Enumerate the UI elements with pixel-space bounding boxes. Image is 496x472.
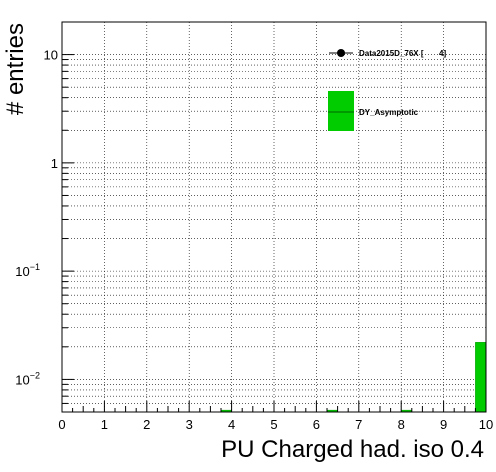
grid-lines <box>62 21 486 413</box>
y-tick-label: 1 <box>51 156 58 171</box>
x-tick-label: 4 <box>228 417 235 432</box>
y-axis-title: # entries <box>2 23 29 115</box>
x-tick-label: 7 <box>355 417 362 432</box>
x-tick-label: 0 <box>58 417 65 432</box>
legend-entry-data: Data2015D_76X [ 4] <box>329 49 446 58</box>
x-tick-labels: 0 1 2 3 4 5 6 7 8 9 10 <box>58 417 493 432</box>
x-tick-label: 3 <box>186 417 193 432</box>
x-tick-label: 5 <box>270 417 277 432</box>
x-tick-label: 8 <box>398 417 405 432</box>
x-tick-label: 9 <box>440 417 447 432</box>
y-tick-label: 10 <box>44 48 58 63</box>
legend-entry-dy: DY_Asymptotic <box>328 91 419 131</box>
y-tick-label: 10−2 <box>15 370 40 387</box>
x-tick-label: 10 <box>479 417 493 432</box>
legend-dy-label: DY_Asymptotic <box>359 108 419 117</box>
legend-data-marker <box>337 49 345 57</box>
x-axis-title: PU Charged had. iso 0.4 <box>221 436 484 463</box>
x-tick-label: 2 <box>143 417 150 432</box>
legend-data-label: Data2015D_76X [ 4] <box>359 49 446 58</box>
y-tick-labels: 10−2 10−1 1 10 <box>15 48 58 388</box>
x-tick-label: 6 <box>313 417 320 432</box>
legend-dy-swatch <box>328 91 354 131</box>
x-tick-label: 1 <box>101 417 108 432</box>
y-tick-label: 10−1 <box>15 262 40 279</box>
plot-frame <box>61 21 487 413</box>
histogram-bar <box>475 342 487 413</box>
legend: Data2015D_76X [ 4] DY_Asymptotic <box>328 49 446 131</box>
